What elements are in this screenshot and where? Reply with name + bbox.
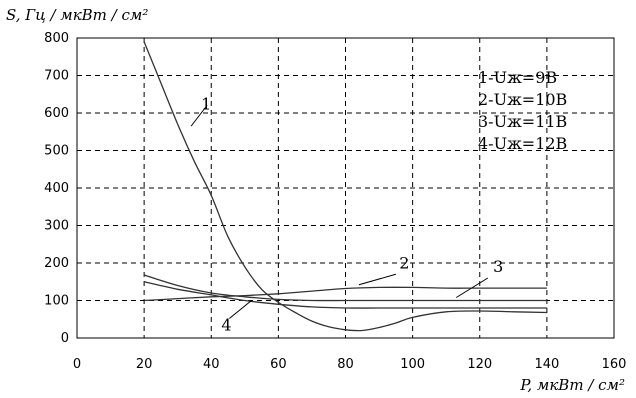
y-tick-label: 200 [44,256,69,271]
curve-leader-1 [190,104,208,127]
curve-leader-2 [358,273,396,286]
y-tick-label: 100 [44,294,69,309]
legend-entry: 1-Uж=9В [478,68,557,87]
y-tick-label: 500 [44,144,69,159]
x-tick-label: 120 [467,357,492,372]
x-axis-title: P, мкВт / см² [519,376,625,394]
x-tick-label: 60 [270,357,287,372]
y-tick-label: 600 [44,106,69,121]
x-tick-label: 160 [602,357,627,372]
series-line-1 [143,41,547,332]
x-tick-label: 0 [73,357,81,372]
y-tick-label: 800 [44,31,69,46]
curve-label-1: 1 [201,94,211,113]
curve-leader-4 [229,300,252,319]
y-axis-title: S, Гц / мкВт / см² [6,6,148,24]
legend-entry: 4-Uж=12В [478,134,567,153]
y-tick-label: 0 [61,331,69,346]
curve-labels: 1 2 3 4 [190,94,503,335]
series-line-4 [143,281,547,309]
x-tick-label: 100 [400,357,425,372]
series-group [143,41,547,332]
x-tick-label: 40 [203,357,220,372]
series-line-3 [143,274,547,302]
curve-label-3: 3 [493,257,503,276]
curve-label-4: 4 [221,316,231,335]
x-tick-label: 80 [337,357,354,372]
grid [77,37,614,338]
legend: 1-Uж=9В 2-Uж=10В 3-Uж=11В 4-Uж=12В [478,68,567,153]
y-axis-ticks: 0 100 200 300 400 500 600 700 800 [44,31,69,346]
legend-entry: 2-Uж=10В [478,90,567,109]
legend-entry: 3-Uж=11В [478,112,567,131]
plot-area [76,37,615,339]
curve-leader-3 [455,277,489,298]
curve-label-2: 2 [399,253,409,272]
x-tick-label: 20 [136,357,153,372]
y-tick-label: 400 [44,181,69,196]
x-axis-ticks: 0 20 40 60 80 100 120 140 160 [73,357,627,372]
series-line-2 [144,286,547,302]
y-tick-label: 300 [44,219,69,234]
x-tick-label: 140 [534,357,559,372]
y-tick-label: 700 [44,69,69,84]
